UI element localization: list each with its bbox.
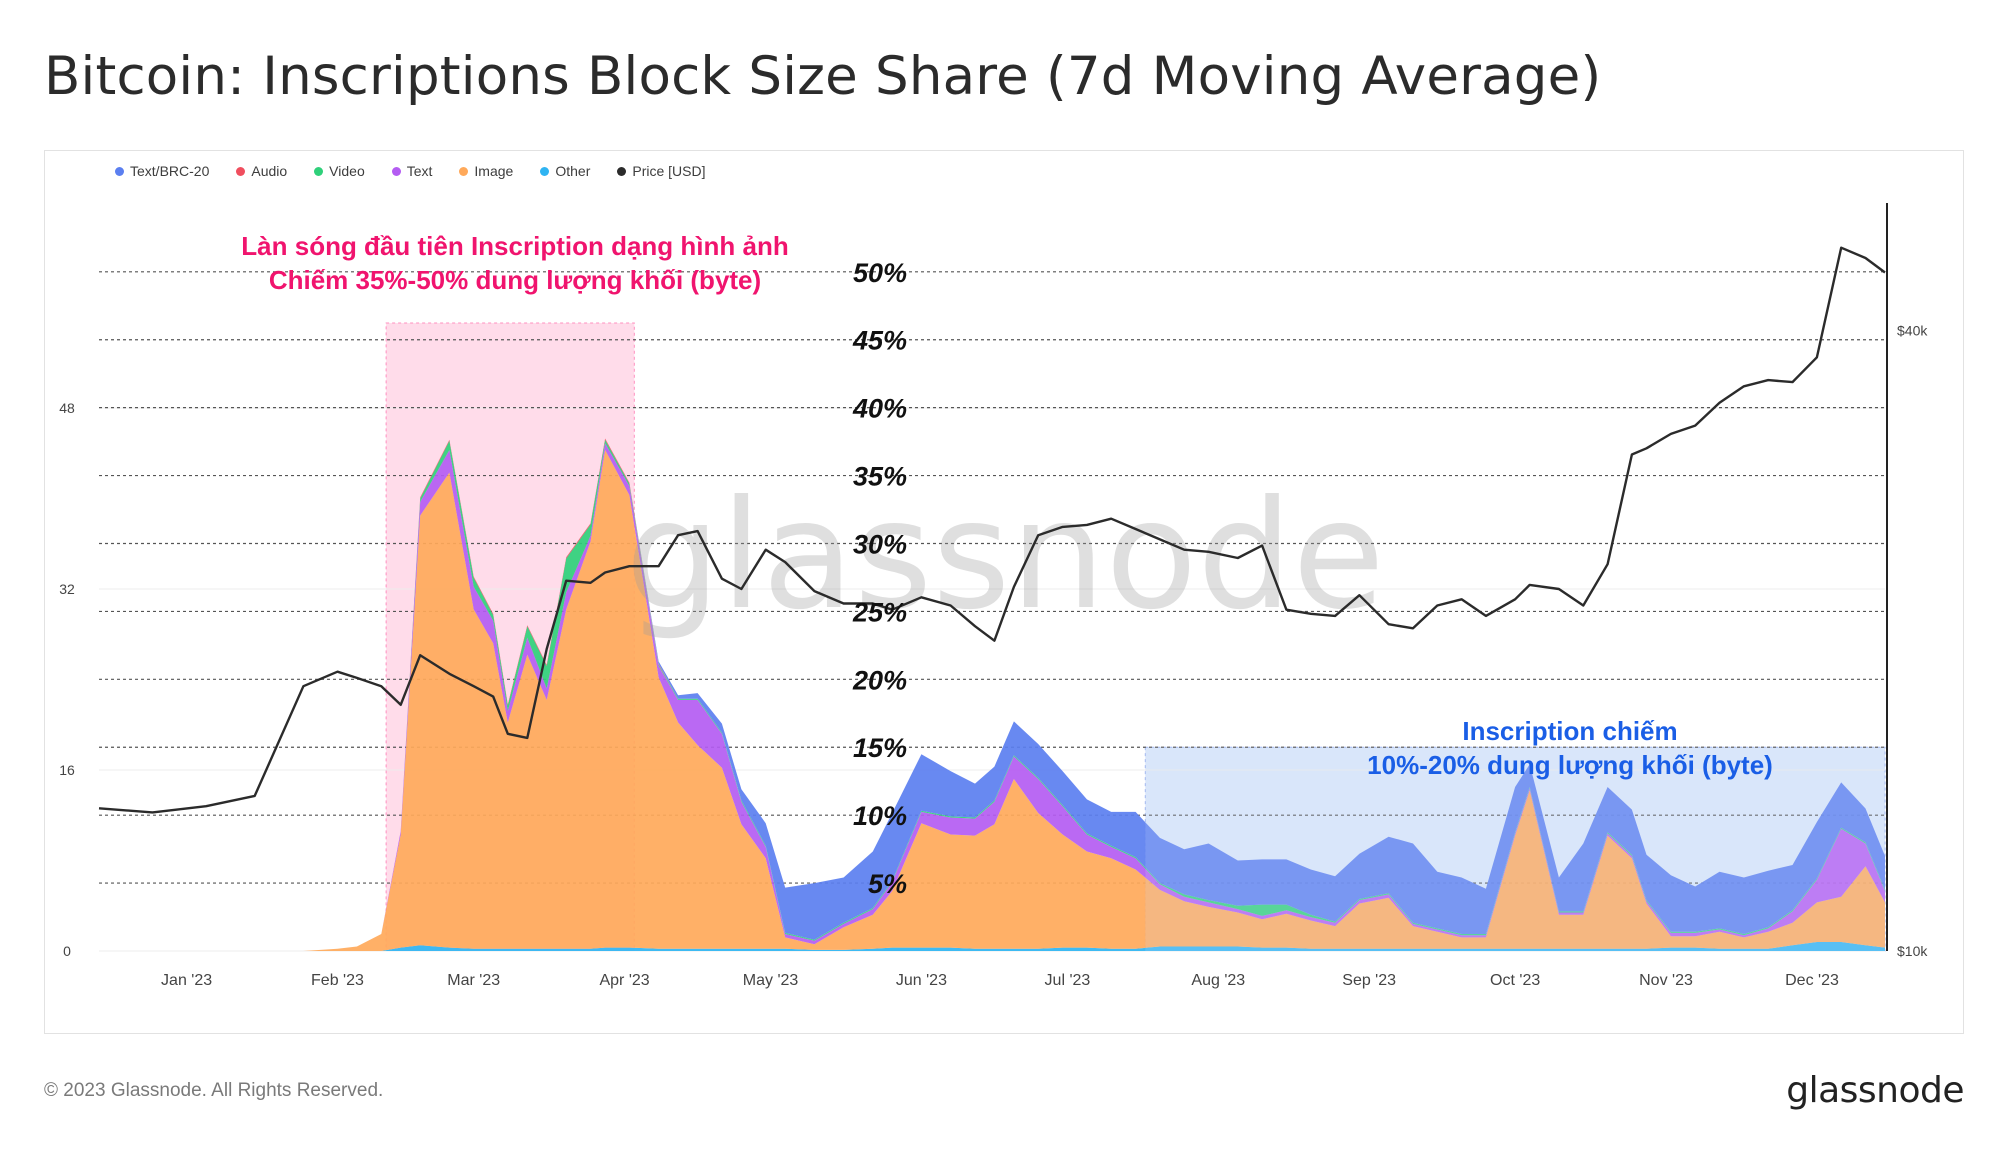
stacked-areas [99, 438, 1885, 951]
x-tick-10: Nov '23 [1639, 972, 1693, 989]
annotation-second-wave-0: Inscription chiếm [1462, 716, 1677, 746]
legend-item-other[interactable]: Other [540, 163, 590, 179]
annotation-second-wave-1: 10%-20% dung lượng khối (byte) [1367, 750, 1773, 780]
legend-label: Video [329, 163, 365, 179]
area-series-other [99, 942, 1885, 951]
highlight-overlay [1145, 747, 1885, 951]
area-series-text-brc-20 [99, 438, 1885, 951]
x-tick-7: Aug '23 [1191, 972, 1245, 989]
chart-svg: glassnode 0 16 32 48 $10k $40k Jan '23 Feb '23 M… [59, 203, 1928, 989]
x-tick-11: Dec '23 [1785, 972, 1839, 989]
pct-label-20: 20% [852, 665, 907, 695]
pct-label-25: 25% [852, 597, 907, 627]
pct-label-5: 5% [868, 869, 907, 899]
area-series-image [99, 449, 1885, 951]
x-tick-0: Jan '23 [161, 972, 212, 989]
x-tick-5: Jun '23 [896, 972, 947, 989]
axes: 0 16 32 48 $10k $40k Jan '23 Feb '23 Mar '23 Apr … [59, 203, 1928, 989]
legend-label: Other [555, 163, 591, 179]
pct-label-40: 40% [852, 394, 907, 424]
legend-item-price[interactable]: Price [USD] [617, 163, 705, 179]
chart-legend: Text/BRC-20 Audio Video Text Image Other… [115, 163, 732, 179]
footer-logo[interactable]: glassnode [1786, 1070, 1964, 1111]
annotations: 50% 45% 40% 35% 30% 25% 20% 15% 10% 5% Làn sóng đầ… [241, 231, 1773, 899]
legend-item-video[interactable]: Video [314, 163, 365, 179]
legend-dot-price [617, 166, 627, 176]
chart-panel: Text/BRC-20 Audio Video Text Image Other… [44, 150, 1964, 1034]
annotation-first-wave-0: Làn sóng đầu tiên Inscription dạng hình … [241, 231, 788, 261]
x-tick-3: Apr '23 [599, 972, 649, 989]
legend-dot-text [391, 166, 401, 176]
footer-copyright: © 2023 Glassnode. All Rights Reserved. [44, 1080, 384, 1101]
legend-dot-other [540, 166, 550, 176]
legend-label: Price [USD] [632, 163, 706, 179]
watermark-text: glassnode [625, 469, 1384, 643]
legend-dot-image [459, 166, 469, 176]
legend-dot-text-brc20 [115, 166, 124, 176]
legend-label: Audio [251, 163, 288, 179]
y-left-tick-32: 32 [59, 581, 75, 597]
y-right-tick-0: $10k [1897, 943, 1928, 959]
legend-item-audio[interactable]: Audio [236, 163, 287, 179]
y-right-tick-1: $40k [1897, 322, 1928, 338]
y-left-tick-16: 16 [59, 762, 75, 778]
y-left-tick-0: 0 [63, 943, 71, 959]
x-tick-2: Mar '23 [447, 972, 500, 989]
pct-label-50: 50% [853, 258, 907, 288]
legend-dot-video [314, 166, 324, 176]
pct-label-30: 30% [853, 529, 907, 559]
watermark-layer: glassnode [625, 469, 1384, 643]
legend-item-text[interactable]: Text [391, 163, 433, 179]
pct-label-10: 10% [853, 801, 907, 831]
legend-item-text-brc20[interactable]: Text/BRC-20 [115, 163, 209, 179]
y-left-tick-48: 48 [59, 400, 75, 416]
legend-label: Image [474, 163, 514, 179]
price-line [98, 246, 1886, 814]
page-title: Bitcoin: Inscriptions Block Size Share (… [44, 46, 1602, 107]
pct-label-35: 35% [853, 462, 907, 492]
annotation-first-wave-1: Chiếm 35%-50% dung lượng khối (byte) [269, 265, 761, 295]
legend-dot-audio [236, 166, 246, 176]
x-tick-9: Oct '23 [1490, 972, 1540, 989]
x-tick-1: Feb '23 [311, 972, 364, 989]
x-tick-8: Sep '23 [1342, 972, 1396, 989]
x-tick-4: May '23 [743, 972, 799, 989]
price-line-layer [98, 246, 1886, 814]
legend-label: Text/BRC-20 [130, 163, 210, 179]
x-tick-6: Jul '23 [1045, 972, 1091, 989]
pct-label-15: 15% [853, 733, 907, 763]
legend-item-image[interactable]: Image [459, 163, 513, 179]
legend-label: Text [406, 163, 433, 179]
pct-label-45: 45% [852, 326, 907, 356]
